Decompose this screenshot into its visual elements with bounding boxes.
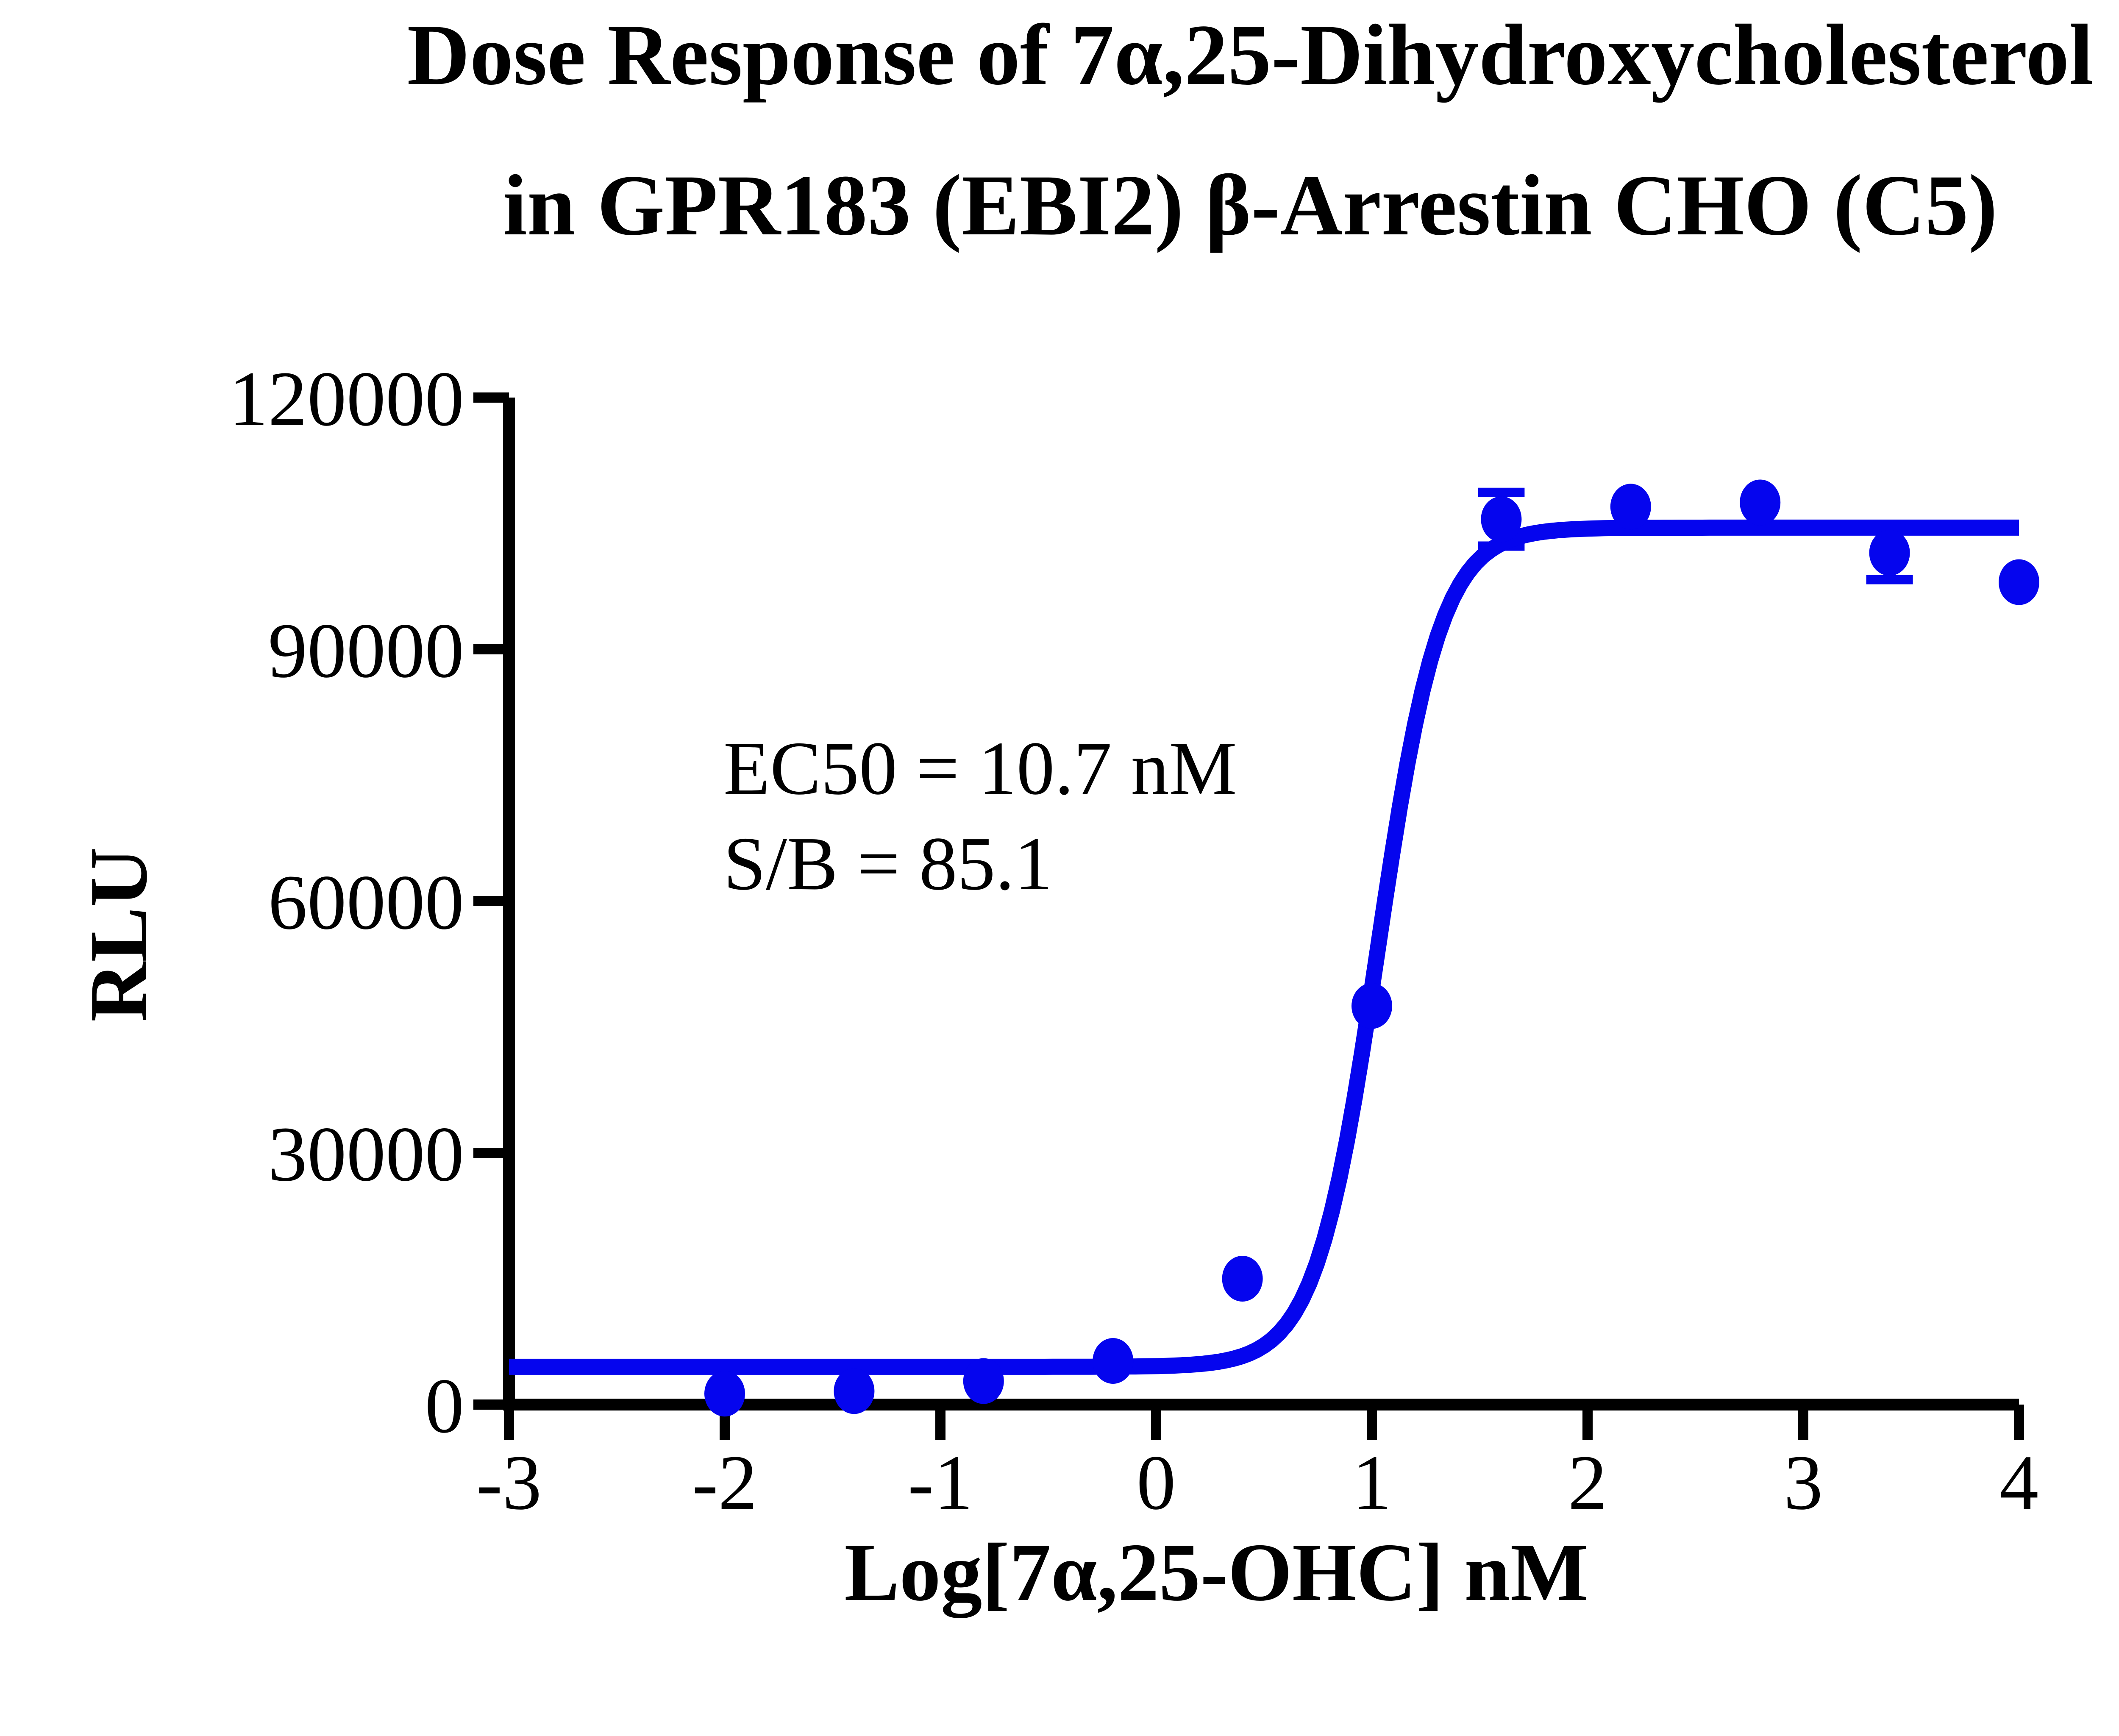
data-point bbox=[1869, 530, 1910, 576]
x-tick-label: -1 bbox=[908, 1439, 973, 1526]
data-point bbox=[1999, 559, 2039, 605]
y-tick-label: 120000 bbox=[229, 356, 464, 442]
x-tick-label: 3 bbox=[1784, 1439, 1823, 1526]
y-tick-label: 60000 bbox=[268, 859, 464, 946]
data-point bbox=[1222, 1256, 1263, 1302]
y-tick-label: 0 bbox=[425, 1363, 464, 1449]
data-point bbox=[1740, 479, 1781, 526]
signal-background-value: S/B = 85.1 bbox=[723, 821, 1053, 906]
data-point bbox=[1610, 484, 1651, 530]
x-tick-label: 4 bbox=[1999, 1439, 2039, 1526]
chart-title: Dose Response of 7α,25-Dihydroxycholeste… bbox=[407, 0, 2094, 281]
data-point bbox=[1093, 1338, 1134, 1384]
x-tick-label: -2 bbox=[692, 1439, 757, 1526]
x-axis-title: Log[7α,25-OHC] nM bbox=[844, 1527, 1588, 1618]
ec50-value: EC50 = 10.7 nM bbox=[723, 726, 1237, 810]
data-point bbox=[704, 1371, 745, 1417]
data-point bbox=[834, 1368, 875, 1414]
chart-title-line1: Dose Response of 7α,25-Dihydroxycholeste… bbox=[407, 7, 2094, 103]
data-point bbox=[1481, 496, 1522, 542]
axes-frame bbox=[503, 398, 2019, 1410]
data-point bbox=[1351, 983, 1392, 1029]
x-tick-label: 0 bbox=[1137, 1439, 1176, 1526]
x-tick-label: 2 bbox=[1568, 1439, 1607, 1526]
fit-annotation: EC50 = 10.7 nM S/B = 85.1 bbox=[723, 721, 1237, 911]
x-tick-label: -3 bbox=[476, 1439, 542, 1526]
y-tick-label: 90000 bbox=[268, 607, 464, 694]
fit-curve bbox=[509, 519, 2019, 1375]
y-tick-label: 30000 bbox=[268, 1111, 464, 1198]
data-point bbox=[963, 1358, 1004, 1404]
x-tick-label: 1 bbox=[1352, 1439, 1392, 1526]
chart-title-line2: in GPR183 (EBI2) β-Arrestin CHO (C5) bbox=[503, 157, 1998, 253]
